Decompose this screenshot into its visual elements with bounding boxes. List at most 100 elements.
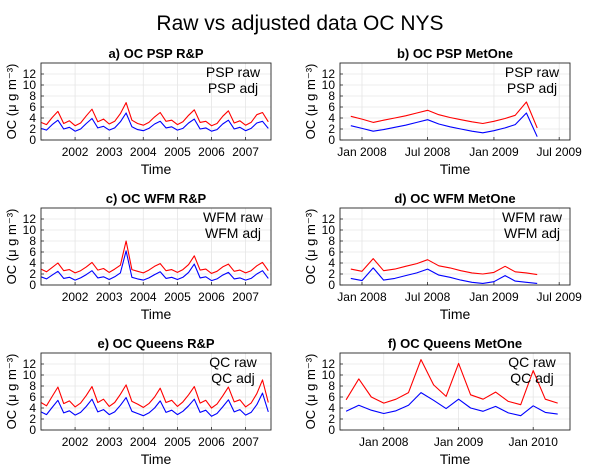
x-tick-label: 2002 <box>62 435 89 449</box>
series-line-raw <box>40 240 269 274</box>
y-axis-label: OC (μ g m⁻³) <box>303 209 318 285</box>
y-tick-label: 8 <box>29 89 36 103</box>
x-axis-label: Time <box>141 161 172 177</box>
series-line-adj <box>350 112 538 137</box>
y-tick-label: 12 <box>322 67 336 81</box>
x-axis-label: Time <box>141 306 172 322</box>
legend-entry: QC adj <box>211 370 255 386</box>
x-tick-label: 2005 <box>164 145 191 159</box>
series-line-raw <box>350 101 538 129</box>
x-tick-label: 2003 <box>96 145 123 159</box>
figure-title: Raw vs adjusted data OC NYS <box>156 12 443 35</box>
y-tick-label: 4 <box>29 256 36 270</box>
y-tick-label: 10 <box>23 368 37 382</box>
y-tick-label: 12 <box>322 212 336 226</box>
y-tick-label: 8 <box>328 89 335 103</box>
y-tick-label: 10 <box>23 78 37 92</box>
legend-entry: QC raw <box>209 354 257 370</box>
y-tick-label: 0 <box>328 278 335 292</box>
series-line-adj <box>40 250 269 282</box>
x-tick-label: 2006 <box>198 145 225 159</box>
panel-title: f) OC Queens MetOne <box>388 336 522 351</box>
x-tick-label: Jul 2008 <box>405 290 451 304</box>
y-tick-label: 6 <box>29 100 36 114</box>
y-tick-label: 0 <box>29 278 36 292</box>
legend-entry: PSP adj <box>507 80 557 96</box>
x-tick-label: Jan 2010 <box>509 435 559 449</box>
y-tick-label: 8 <box>29 379 36 393</box>
y-axis-label: OC (μ g m⁻³) <box>303 354 318 430</box>
y-tick-label: 10 <box>322 368 336 382</box>
y-axis-label: OC (μ g m⁻³) <box>4 64 19 140</box>
y-tick-label: 8 <box>29 234 36 248</box>
y-tick-label: 10 <box>322 78 336 92</box>
y-tick-label: 12 <box>23 357 37 371</box>
x-axis-label: Time <box>141 451 172 467</box>
legend-entry: PSP adj <box>208 80 258 96</box>
series-line-raw <box>350 258 538 276</box>
y-tick-label: 12 <box>23 67 37 81</box>
y-tick-label: 2 <box>328 412 335 426</box>
x-tick-label: 2003 <box>96 290 123 304</box>
x-axis-label: Time <box>440 306 471 322</box>
x-tick-label: 2005 <box>164 435 191 449</box>
x-tick-label: Jan 2008 <box>337 290 387 304</box>
y-tick-label: 2 <box>29 267 36 281</box>
x-tick-label: 2004 <box>130 435 157 449</box>
y-tick-label: 10 <box>23 223 37 237</box>
panel-title: e) OC Queens R&P <box>97 336 214 351</box>
x-tick-label: Jan 2009 <box>469 145 519 159</box>
series-line-raw <box>40 379 269 409</box>
y-tick-label: 12 <box>23 212 37 226</box>
x-axis-label: Time <box>440 451 471 467</box>
axes-frame <box>40 62 272 141</box>
y-tick-label: 10 <box>322 223 336 237</box>
legend-entry: WFM adj <box>205 225 261 241</box>
y-tick-label: 6 <box>328 100 335 114</box>
x-axis-label: Time <box>440 161 471 177</box>
y-tick-label: 2 <box>29 412 36 426</box>
legend-entry: WFM raw <box>502 209 563 225</box>
panel-title: c) OC WFM R&P <box>106 191 207 206</box>
y-tick-label: 12 <box>322 357 336 371</box>
x-tick-label: 2004 <box>130 145 157 159</box>
y-tick-label: 0 <box>328 133 335 147</box>
y-tick-label: 4 <box>328 401 335 415</box>
axes-frame <box>339 62 571 141</box>
x-tick-label: 2006 <box>198 435 225 449</box>
y-axis-label: OC (μ g m⁻³) <box>4 209 19 285</box>
x-tick-label: Jul 2009 <box>536 290 582 304</box>
series-line-adj <box>40 392 269 417</box>
y-tick-label: 8 <box>328 234 335 248</box>
x-tick-label: 2002 <box>62 290 89 304</box>
y-tick-label: 0 <box>328 423 335 437</box>
axes-frame <box>40 352 272 431</box>
legend-entry: WFM raw <box>203 209 264 225</box>
x-tick-label: Jan 2008 <box>337 145 387 159</box>
y-tick-label: 2 <box>328 267 335 281</box>
y-tick-label: 6 <box>328 245 335 259</box>
series-line-adj <box>40 112 269 132</box>
y-tick-label: 6 <box>29 390 36 404</box>
x-tick-label: 2005 <box>164 290 191 304</box>
y-axis-label: OC (μ g m⁻³) <box>303 64 318 140</box>
y-tick-label: 2 <box>29 122 36 136</box>
legend-entry: PSP raw <box>505 64 560 80</box>
y-tick-label: 4 <box>328 256 335 270</box>
y-tick-label: 6 <box>328 390 335 404</box>
x-tick-label: Jan 2009 <box>434 435 484 449</box>
y-tick-label: 6 <box>29 245 36 259</box>
y-tick-label: 2 <box>328 122 335 136</box>
x-tick-label: 2002 <box>62 145 89 159</box>
legend-entry: QC adj <box>510 370 554 386</box>
panel-title: d) OC WFM MetOne <box>394 191 515 206</box>
series-line-adj <box>345 392 558 417</box>
legend-entry: PSP raw <box>206 64 261 80</box>
series-line-raw <box>40 102 269 127</box>
